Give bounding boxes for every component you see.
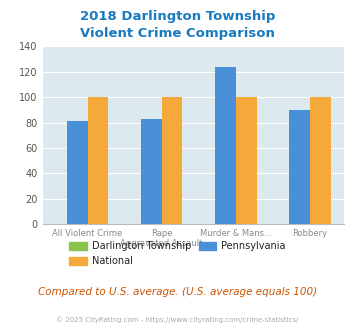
Bar [236,97,257,224]
Bar [67,121,88,224]
Bar [88,97,108,224]
Bar [310,97,331,224]
Text: 2018 Darlington Township
Violent Crime Comparison: 2018 Darlington Township Violent Crime C… [80,10,275,40]
Text: Compared to U.S. average. (U.S. average equals 100): Compared to U.S. average. (U.S. average … [38,287,317,297]
Bar [162,97,182,224]
Text: © 2025 CityRating.com - https://www.cityrating.com/crime-statistics/: © 2025 CityRating.com - https://www.city… [56,317,299,323]
Bar [289,110,310,224]
Bar [215,67,236,224]
Legend: Darlington Township, National, Pennsylvania: Darlington Township, National, Pennsylva… [65,238,290,270]
Bar [141,119,162,224]
